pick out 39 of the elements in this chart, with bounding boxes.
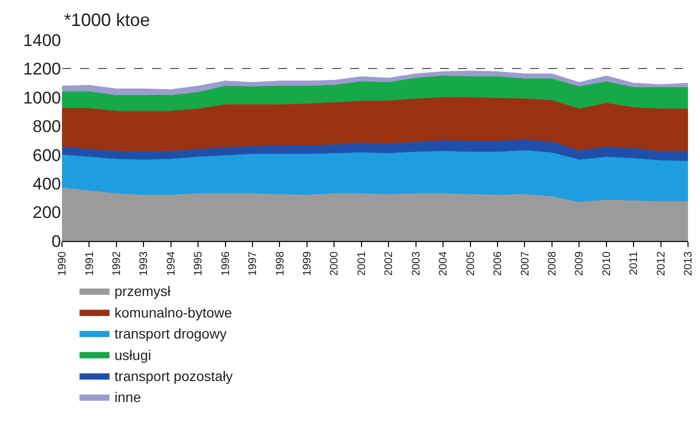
legend-label: przemysł xyxy=(114,283,172,300)
x-tick-label: 2011 xyxy=(628,251,640,276)
x-tick-label: 1991 xyxy=(84,251,96,276)
y-tick-label: 400 xyxy=(32,174,61,194)
y-tick-label: 800 xyxy=(32,117,61,136)
x-tick-label: 2006 xyxy=(492,251,504,276)
x-tick-label: 2013 xyxy=(682,251,695,276)
x-tick-label: 2003 xyxy=(410,251,422,276)
x-tick-label: 2007 xyxy=(519,251,532,276)
legend-label: transport drogowy xyxy=(114,326,227,342)
y-tick-label: 600 xyxy=(32,146,61,165)
x-tick-label: 2000 xyxy=(328,251,341,276)
y-axis-title: *1000 ktoe xyxy=(64,10,150,30)
y-tick-label: 0 xyxy=(52,232,61,251)
x-tick-label: 1999 xyxy=(302,251,314,276)
x-tick-label: 1997 xyxy=(247,251,260,276)
y-tick-label: 1200 xyxy=(23,60,61,79)
legend-label: transport pozostały xyxy=(114,368,233,384)
y-tick-label: 200 xyxy=(32,203,61,222)
y-tick-label: 1000 xyxy=(23,88,61,108)
x-tick-label: 2010 xyxy=(600,251,613,276)
x-tick-label: 2008 xyxy=(546,251,558,276)
x-tick-label: 2002 xyxy=(383,251,396,276)
x-tick-label: 2001 xyxy=(356,251,368,276)
legend-label: usługi xyxy=(114,346,152,363)
x-tick-label: 1994 xyxy=(165,251,178,276)
x-tick-label: 1990 xyxy=(56,251,69,276)
x-tick-label: 1995 xyxy=(192,251,205,276)
x-tick-label: 2009 xyxy=(574,251,586,276)
legend-label: komunalno-bytowe xyxy=(114,304,232,320)
x-tick-label: 1993 xyxy=(138,251,150,276)
x-tick-label: 2005 xyxy=(464,251,477,276)
x-tick-label: 1998 xyxy=(274,251,286,276)
y-tick-label: 1400 xyxy=(23,30,61,50)
x-tick-label: 1996 xyxy=(220,251,232,276)
x-tick-label: 2004 xyxy=(438,251,450,276)
x-tick-label: 1992 xyxy=(111,251,124,276)
legend-label: inne xyxy=(114,389,142,406)
x-tick-label: 2012 xyxy=(655,251,668,276)
